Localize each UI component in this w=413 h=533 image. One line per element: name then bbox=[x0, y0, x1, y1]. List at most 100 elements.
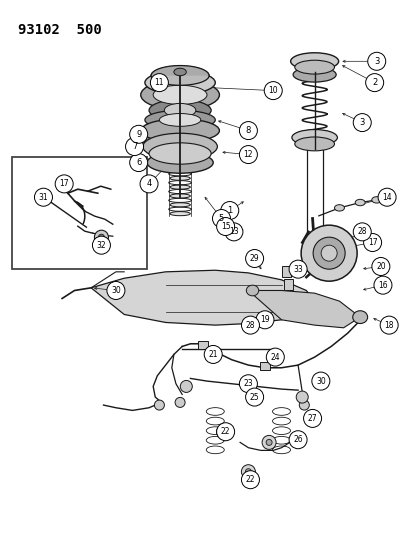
Circle shape bbox=[125, 138, 143, 156]
Polygon shape bbox=[91, 270, 314, 325]
Text: 4: 4 bbox=[146, 180, 151, 188]
Circle shape bbox=[129, 154, 147, 172]
Bar bbox=[283, 279, 292, 290]
Text: 25: 25 bbox=[249, 393, 259, 401]
Bar bbox=[197, 341, 207, 349]
Circle shape bbox=[216, 423, 234, 441]
Circle shape bbox=[220, 201, 238, 220]
Circle shape bbox=[239, 122, 257, 140]
Text: 28: 28 bbox=[357, 228, 366, 236]
Circle shape bbox=[34, 188, 52, 206]
Text: 21: 21 bbox=[208, 350, 217, 359]
Ellipse shape bbox=[151, 66, 209, 85]
Text: 30: 30 bbox=[315, 377, 325, 385]
Ellipse shape bbox=[294, 137, 334, 151]
Ellipse shape bbox=[169, 176, 190, 180]
Circle shape bbox=[311, 372, 329, 390]
Text: 30: 30 bbox=[111, 286, 121, 295]
Circle shape bbox=[288, 260, 306, 278]
Circle shape bbox=[212, 209, 230, 228]
Circle shape bbox=[98, 234, 104, 240]
Circle shape bbox=[224, 223, 242, 241]
Circle shape bbox=[241, 465, 255, 479]
Ellipse shape bbox=[292, 67, 335, 82]
Ellipse shape bbox=[149, 100, 211, 121]
Ellipse shape bbox=[291, 130, 337, 146]
Text: 8: 8 bbox=[245, 126, 250, 135]
Circle shape bbox=[305, 414, 315, 423]
Ellipse shape bbox=[145, 110, 215, 130]
Circle shape bbox=[241, 316, 259, 334]
Ellipse shape bbox=[169, 203, 190, 207]
Ellipse shape bbox=[294, 60, 334, 74]
Text: 7: 7 bbox=[132, 142, 137, 151]
Circle shape bbox=[55, 175, 73, 193]
Circle shape bbox=[352, 114, 370, 132]
Circle shape bbox=[180, 381, 192, 392]
Ellipse shape bbox=[371, 197, 381, 203]
Text: 1: 1 bbox=[227, 206, 232, 215]
Circle shape bbox=[216, 425, 230, 439]
Circle shape bbox=[266, 348, 284, 366]
Text: 28: 28 bbox=[245, 321, 254, 329]
Ellipse shape bbox=[153, 85, 206, 104]
Circle shape bbox=[377, 188, 395, 206]
Text: 9: 9 bbox=[136, 130, 141, 139]
Circle shape bbox=[150, 74, 168, 92]
Circle shape bbox=[92, 236, 110, 254]
Ellipse shape bbox=[164, 103, 195, 117]
Circle shape bbox=[312, 237, 344, 269]
Text: 29: 29 bbox=[249, 254, 259, 263]
Circle shape bbox=[129, 125, 147, 143]
Circle shape bbox=[373, 276, 391, 294]
Text: 33: 33 bbox=[292, 265, 302, 273]
Circle shape bbox=[261, 435, 275, 449]
Text: 14: 14 bbox=[381, 193, 391, 201]
Ellipse shape bbox=[147, 152, 213, 173]
Circle shape bbox=[245, 469, 251, 475]
Text: 22: 22 bbox=[245, 475, 254, 484]
Circle shape bbox=[239, 146, 257, 164]
Text: 24: 24 bbox=[270, 353, 280, 361]
Text: 12: 12 bbox=[243, 150, 252, 159]
Circle shape bbox=[303, 409, 321, 427]
Bar bbox=[259, 362, 269, 370]
Ellipse shape bbox=[246, 285, 258, 296]
Text: 27: 27 bbox=[307, 414, 317, 423]
Circle shape bbox=[107, 281, 125, 300]
Ellipse shape bbox=[142, 133, 217, 160]
Circle shape bbox=[363, 233, 381, 252]
Circle shape bbox=[241, 471, 259, 489]
Text: 10: 10 bbox=[268, 86, 278, 95]
Text: 32: 32 bbox=[96, 241, 106, 249]
Circle shape bbox=[239, 375, 257, 393]
Text: 26: 26 bbox=[292, 435, 302, 444]
Circle shape bbox=[175, 398, 185, 407]
Circle shape bbox=[352, 223, 370, 241]
Ellipse shape bbox=[169, 212, 190, 216]
Text: 31: 31 bbox=[38, 193, 48, 201]
Circle shape bbox=[204, 345, 222, 364]
Circle shape bbox=[216, 217, 234, 236]
Circle shape bbox=[255, 311, 273, 329]
Text: 19: 19 bbox=[259, 316, 269, 324]
Ellipse shape bbox=[334, 205, 344, 211]
Text: 20: 20 bbox=[375, 262, 385, 271]
Ellipse shape bbox=[159, 114, 200, 126]
Text: 2: 2 bbox=[371, 78, 376, 87]
Text: 6: 6 bbox=[136, 158, 141, 167]
Circle shape bbox=[94, 230, 108, 244]
Bar bbox=[281, 266, 290, 277]
Circle shape bbox=[140, 175, 158, 193]
Circle shape bbox=[320, 245, 336, 261]
Circle shape bbox=[367, 52, 385, 70]
Circle shape bbox=[154, 400, 164, 410]
Text: 15: 15 bbox=[220, 222, 230, 231]
Text: 11: 11 bbox=[154, 78, 164, 87]
Ellipse shape bbox=[354, 199, 364, 206]
Circle shape bbox=[365, 74, 383, 92]
Text: 23: 23 bbox=[243, 379, 253, 388]
Text: 93102  500: 93102 500 bbox=[18, 23, 102, 37]
Text: 5: 5 bbox=[218, 214, 223, 223]
Bar bbox=[12, 157, 147, 269]
